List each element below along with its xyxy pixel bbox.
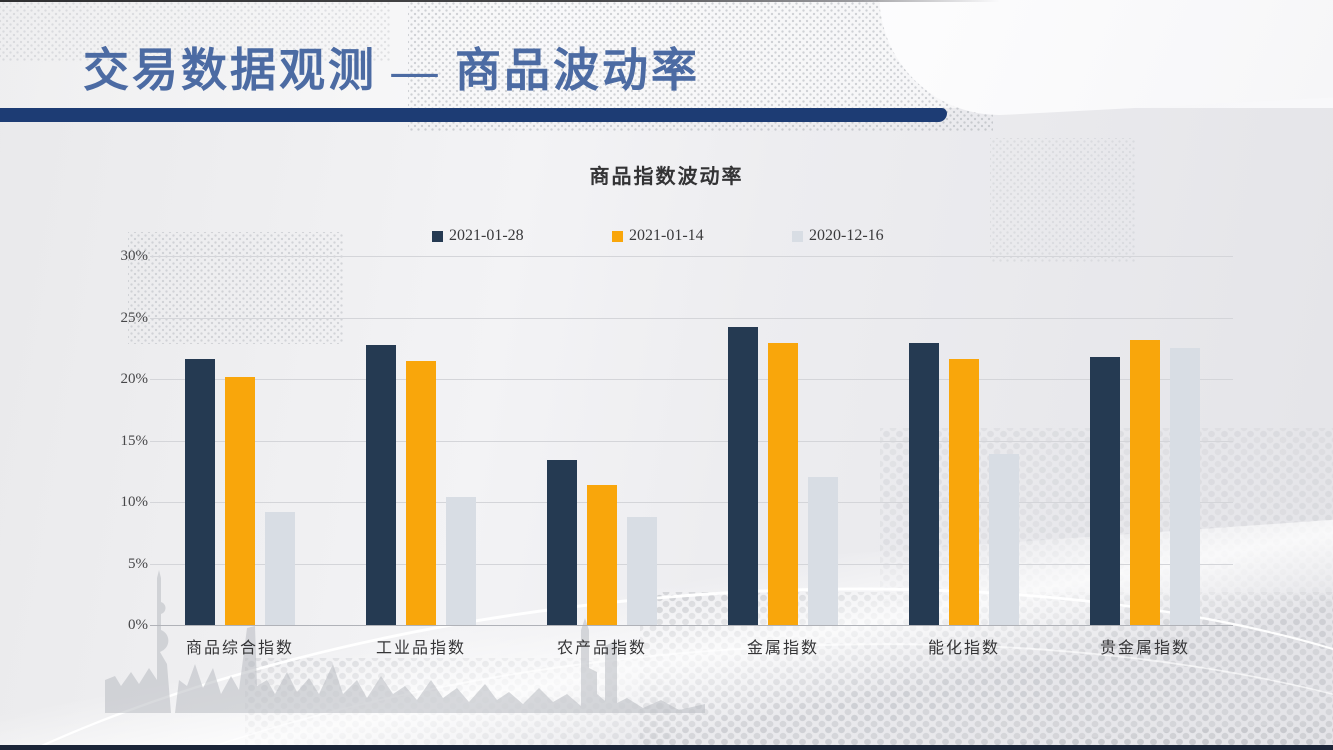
legend-item: 2021-01-28 (432, 227, 612, 245)
bar-2021-01-28-农产品指数 (547, 460, 577, 625)
bar-2021-01-14-贵金属指数 (1130, 339, 1160, 625)
bar-2021-01-28-商品综合指数 (185, 359, 215, 625)
y-axis-tick-label: 10% (120, 494, 149, 510)
chart-title: 商品指数波动率 (589, 166, 744, 188)
gridline (150, 317, 1233, 319)
bar-2020-12-16-金属指数 (808, 477, 838, 625)
bar-2021-01-14-商品综合指数 (225, 376, 255, 625)
legend-item: 2021-01-14 (612, 227, 792, 245)
legend-swatch-icon (612, 230, 623, 242)
y-axis-tick-label: 5% (128, 555, 148, 572)
category-label: 能化指数 (927, 640, 1000, 657)
worldmap-dots-pattern (128, 232, 343, 344)
category-label: 贵金属指数 (1099, 640, 1190, 657)
bar-2021-01-28-金属指数 (728, 327, 758, 625)
category-label: 工业品指数 (375, 640, 466, 657)
city-skyline-silhouette (105, 570, 705, 713)
gridline (150, 379, 1233, 380)
y-axis-tick-label: 0% (128, 617, 148, 633)
y-axis-tick-label: 15% (120, 432, 149, 449)
legend-swatch-icon (432, 230, 443, 242)
y-axis-tick-label: 20% (120, 371, 149, 387)
bar-2021-01-14-能化指数 (949, 359, 979, 625)
bar-2021-01-14-工业品指数 (406, 360, 436, 625)
gridline (150, 502, 1233, 503)
gridline (150, 256, 1233, 257)
worldmap-dots-pattern (0, 0, 390, 62)
category-label: 商品综合指数 (185, 640, 294, 657)
bottom-accent-bar (0, 745, 1333, 750)
legend-swatch-icon (792, 230, 803, 242)
chart-legend: 2021-01-28 2021-01-14 2020-12-16 (432, 227, 972, 245)
worldmap-dots-pattern (990, 138, 1135, 263)
legend-label: 2021-01-14 (629, 227, 704, 244)
legend-label: 2021-01-28 (449, 227, 524, 244)
gridline (150, 563, 1233, 565)
category-label: 农产品指数 (556, 640, 647, 657)
bar-2021-01-28-能化指数 (909, 343, 939, 625)
bar-2021-01-14-农产品指数 (587, 484, 617, 625)
bar-2020-12-16-工业品指数 (446, 497, 476, 625)
y-axis-tick-label: 30% (120, 248, 149, 264)
top-edge-line (0, 0, 1000, 2)
bar-2020-12-16-农产品指数 (627, 516, 657, 625)
bar-2020-12-16-能化指数 (989, 454, 1019, 625)
bar-2020-12-16-商品综合指数 (265, 511, 295, 625)
legend-label: 2020-12-16 (809, 227, 884, 244)
x-axis-line (150, 625, 1233, 626)
slide-title: 交易数据观测 — 商品波动率 (83, 45, 700, 96)
category-label: 金属指数 (746, 640, 819, 657)
legend-item: 2020-12-16 (792, 227, 972, 245)
bar-2021-01-14-金属指数 (768, 343, 798, 625)
bar-2021-01-28-工业品指数 (366, 344, 396, 625)
y-axis-tick-label: 25% (120, 309, 149, 326)
bar-2021-01-28-贵金属指数 (1090, 356, 1120, 625)
gridline (150, 440, 1233, 442)
bar-2020-12-16-贵金属指数 (1170, 348, 1200, 625)
title-underline-bar (0, 108, 947, 122)
